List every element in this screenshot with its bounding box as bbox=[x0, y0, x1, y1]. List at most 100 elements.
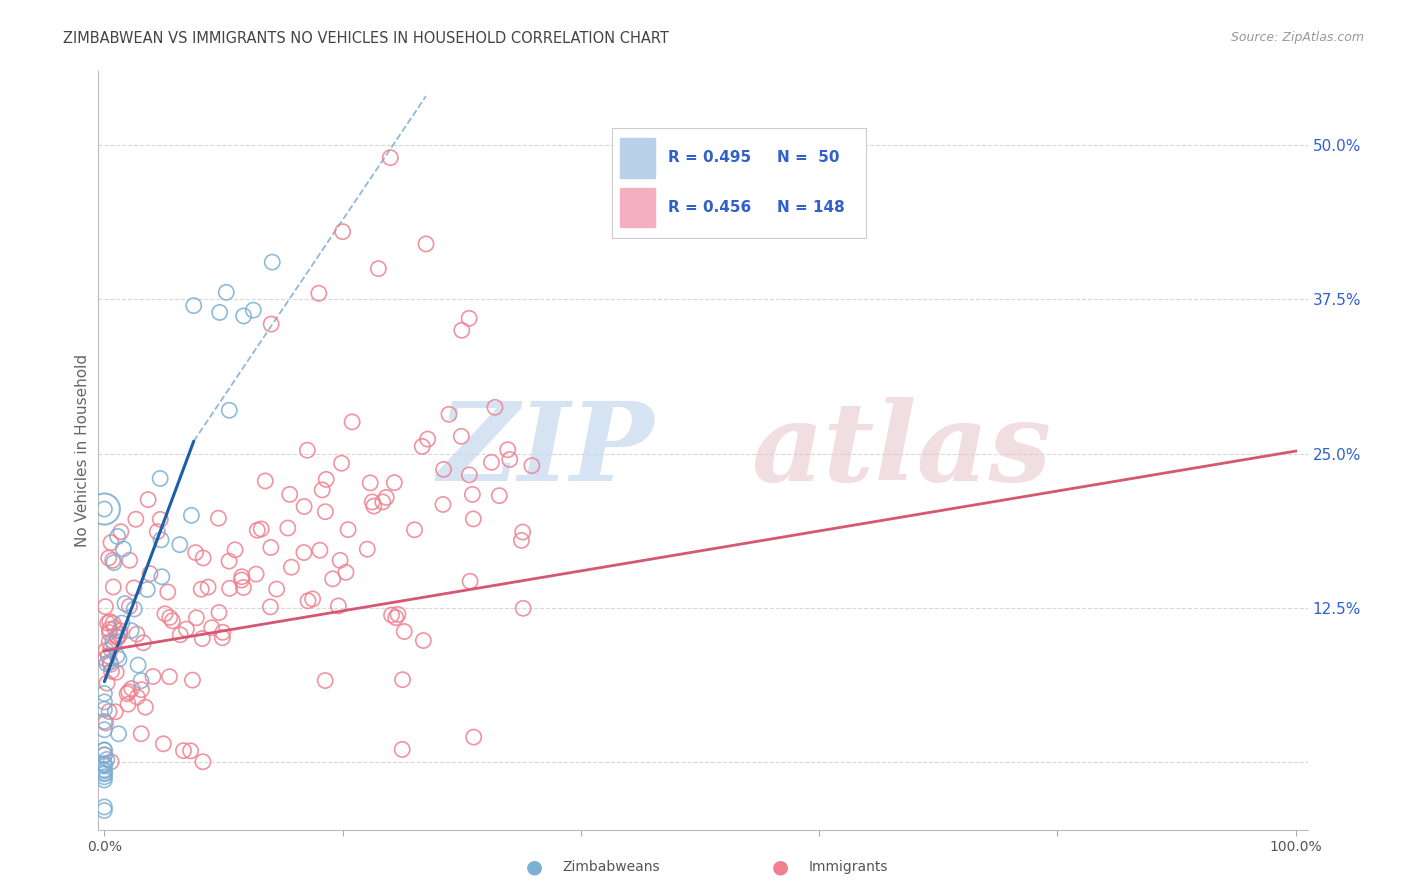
Point bbox=[93, 747, 115, 762]
Point bbox=[340, 415, 363, 429]
Point bbox=[129, 727, 152, 741]
Point bbox=[97, 551, 120, 566]
Point bbox=[461, 487, 484, 501]
Point bbox=[93, 695, 115, 709]
Point bbox=[301, 591, 323, 606]
Point bbox=[93, 743, 115, 757]
Point bbox=[190, 582, 212, 597]
Point bbox=[315, 472, 337, 486]
Point bbox=[232, 581, 254, 595]
Point bbox=[211, 625, 233, 640]
Point bbox=[94, 599, 117, 614]
Point bbox=[156, 585, 179, 599]
Point bbox=[259, 599, 281, 614]
Point bbox=[380, 151, 402, 165]
Point bbox=[93, 772, 115, 787]
Point bbox=[93, 747, 115, 762]
Point bbox=[129, 673, 152, 688]
Text: Immigrants: Immigrants bbox=[808, 860, 889, 874]
Point bbox=[93, 502, 115, 516]
Point bbox=[100, 535, 122, 549]
Point bbox=[93, 743, 115, 757]
Point bbox=[93, 723, 115, 737]
Point bbox=[107, 631, 129, 645]
Point bbox=[201, 621, 224, 635]
Point bbox=[93, 763, 115, 777]
Point bbox=[218, 403, 240, 417]
Point bbox=[450, 429, 472, 443]
Point bbox=[152, 737, 174, 751]
Point bbox=[94, 716, 117, 731]
Point bbox=[105, 630, 128, 644]
Point bbox=[433, 462, 456, 476]
Point bbox=[254, 474, 277, 488]
Point bbox=[149, 512, 172, 526]
Point bbox=[211, 631, 233, 645]
Point bbox=[176, 622, 198, 636]
Point bbox=[132, 636, 155, 650]
Point bbox=[496, 442, 519, 457]
Point bbox=[118, 553, 141, 567]
Point bbox=[100, 664, 122, 678]
Point bbox=[93, 766, 115, 780]
Point bbox=[159, 610, 181, 624]
Point bbox=[93, 764, 115, 778]
Point bbox=[120, 624, 142, 638]
Point bbox=[93, 770, 115, 784]
Point bbox=[458, 467, 481, 482]
Point bbox=[266, 582, 288, 596]
Point bbox=[387, 607, 409, 622]
Point bbox=[207, 511, 229, 525]
Point bbox=[458, 311, 481, 326]
Point bbox=[108, 628, 131, 642]
Point bbox=[218, 554, 240, 568]
Point bbox=[416, 432, 439, 446]
Point bbox=[98, 615, 121, 629]
Point bbox=[292, 500, 315, 514]
Point bbox=[101, 553, 124, 567]
Point bbox=[180, 508, 202, 523]
Point bbox=[93, 702, 115, 716]
Point bbox=[98, 705, 121, 719]
Point bbox=[125, 512, 148, 526]
Point bbox=[292, 545, 315, 559]
Point bbox=[375, 491, 398, 505]
Point bbox=[380, 607, 402, 622]
Point bbox=[391, 742, 413, 756]
Point bbox=[103, 580, 125, 594]
Point bbox=[392, 624, 415, 639]
Point bbox=[458, 574, 481, 589]
Point bbox=[184, 545, 207, 559]
Point bbox=[311, 483, 333, 497]
Point bbox=[103, 556, 125, 570]
Point bbox=[146, 524, 169, 539]
Point bbox=[231, 573, 253, 587]
Point bbox=[450, 323, 472, 337]
Point bbox=[510, 533, 533, 548]
Point bbox=[97, 648, 120, 663]
Point bbox=[278, 487, 301, 501]
Point bbox=[335, 566, 357, 580]
Point bbox=[94, 651, 117, 665]
Point bbox=[100, 755, 122, 769]
Point bbox=[382, 475, 405, 490]
Point bbox=[215, 285, 238, 300]
Point bbox=[107, 727, 129, 741]
Point bbox=[115, 687, 138, 701]
Point bbox=[134, 700, 156, 714]
Point bbox=[193, 551, 215, 566]
Point bbox=[127, 690, 149, 704]
Point bbox=[463, 512, 485, 526]
Point bbox=[437, 407, 460, 421]
Point bbox=[96, 676, 118, 690]
Point bbox=[136, 492, 159, 507]
Point bbox=[131, 682, 153, 697]
Point bbox=[173, 744, 195, 758]
Point bbox=[384, 610, 406, 624]
Point bbox=[111, 615, 134, 630]
Point bbox=[330, 456, 353, 470]
Point bbox=[93, 502, 115, 516]
Point bbox=[93, 757, 115, 772]
Point bbox=[93, 804, 115, 818]
Point bbox=[117, 697, 139, 711]
